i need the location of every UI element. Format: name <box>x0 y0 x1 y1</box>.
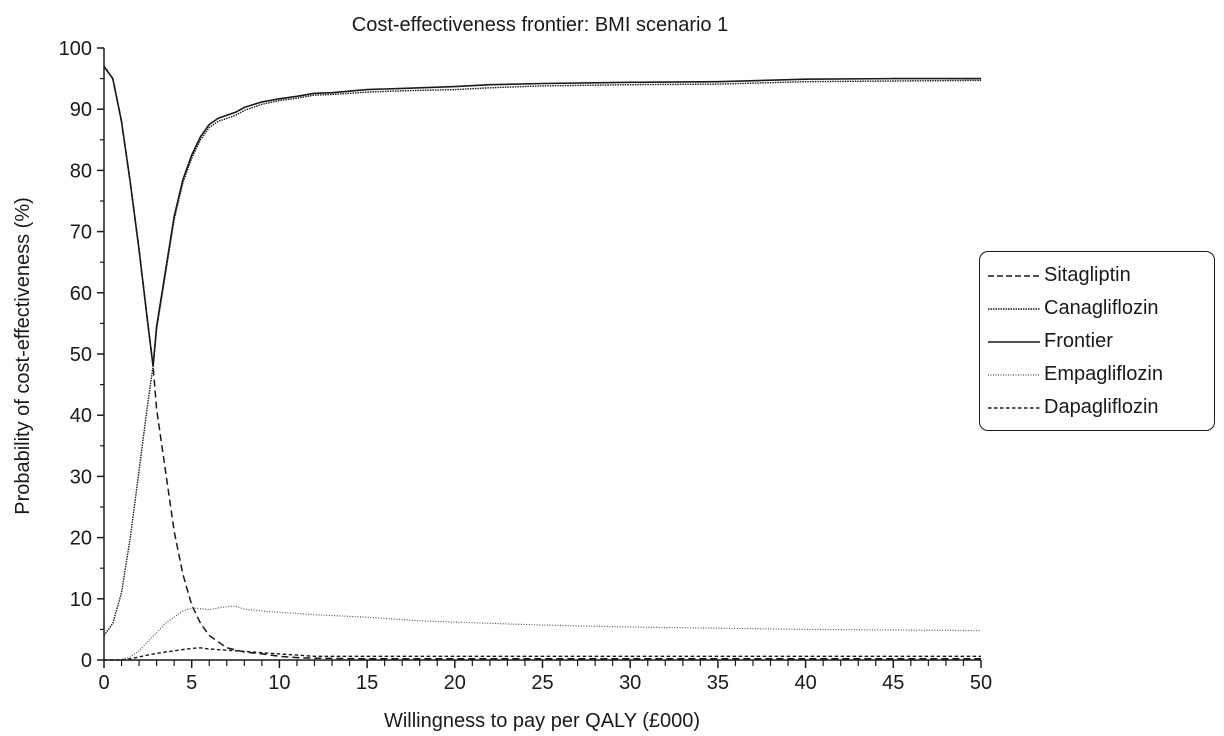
legend-swatch-dapagliflozin <box>988 406 1040 409</box>
legend-swatch-canagliflozin <box>988 307 1040 310</box>
chart-title: Cost-effectiveness frontier: BMI scenari… <box>352 14 728 36</box>
x-tick-label: 0 <box>98 672 109 694</box>
legend-label-canagliflozin: Canagliflozin <box>1044 297 1159 319</box>
x-tick-label: 15 <box>356 672 378 694</box>
series-line-empagliflozin <box>103 605 982 661</box>
legend-item-empagliflozin: Empagliflozin <box>988 358 1214 391</box>
y-tick-label: 50 <box>70 344 92 366</box>
legend: Sitagliptin Canagliflozin Frontier Empag… <box>979 251 1215 431</box>
x-tick-label: 5 <box>186 672 197 694</box>
x-tick-label: 40 <box>794 672 816 694</box>
legend-swatch-frontier <box>988 340 1040 343</box>
x-tick-label: 50 <box>970 672 992 694</box>
legend-label-sitagliptin: Sitagliptin <box>1044 264 1131 286</box>
series-line-sitagliptin <box>103 65 981 660</box>
legend-label-empagliflozin: Empagliflozin <box>1044 363 1163 385</box>
legend-label-dapagliflozin: Dapagliflozin <box>1044 396 1159 418</box>
legend-item-sitagliptin: Sitagliptin <box>988 259 1214 292</box>
x-tick-label: 35 <box>707 672 729 694</box>
y-tick-label: 80 <box>70 160 92 182</box>
legend-item-canagliflozin: Canagliflozin <box>988 292 1214 325</box>
x-tick-label: 25 <box>531 672 553 694</box>
series-layer <box>103 65 982 661</box>
y-tick-label: 40 <box>70 405 92 427</box>
x-tick-label: 10 <box>268 672 290 694</box>
y-tick-label: 60 <box>70 283 92 305</box>
legend-swatch-sitagliptin <box>988 274 1040 277</box>
x-tick-label: 20 <box>444 672 466 694</box>
y-tick-label: 30 <box>70 466 92 488</box>
x-axis-label: Willingness to pay per QALY (£000) <box>384 710 700 732</box>
y-tick-label: 20 <box>70 528 92 550</box>
legend-item-dapagliflozin: Dapagliflozin <box>988 391 1214 424</box>
y-tick-label: 90 <box>70 99 92 121</box>
x-tick-label: 30 <box>619 672 641 694</box>
legend-item-frontier: Frontier <box>988 325 1214 358</box>
x-tick-label: 45 <box>882 672 904 694</box>
y-tick-label: 100 <box>59 38 92 60</box>
legend-label-frontier: Frontier <box>1044 330 1113 352</box>
series-line-dapagliflozin <box>104 647 981 661</box>
y-tick-label: 70 <box>70 222 92 244</box>
y-tick-label: 0 <box>81 650 92 672</box>
axes: 0 10 20 30 40 50 60 70 80 90 100 0 5 10 15 20 25 30 35 40 45… <box>59 38 993 694</box>
series-line-canagliflozin <box>103 79 982 636</box>
series-line-frontier <box>103 65 981 368</box>
y-axis-label: Probability of cost-effectiveness (%) <box>12 197 34 515</box>
legend-swatch-empagliflozin <box>988 373 1040 376</box>
y-tick-label: 10 <box>70 589 92 611</box>
